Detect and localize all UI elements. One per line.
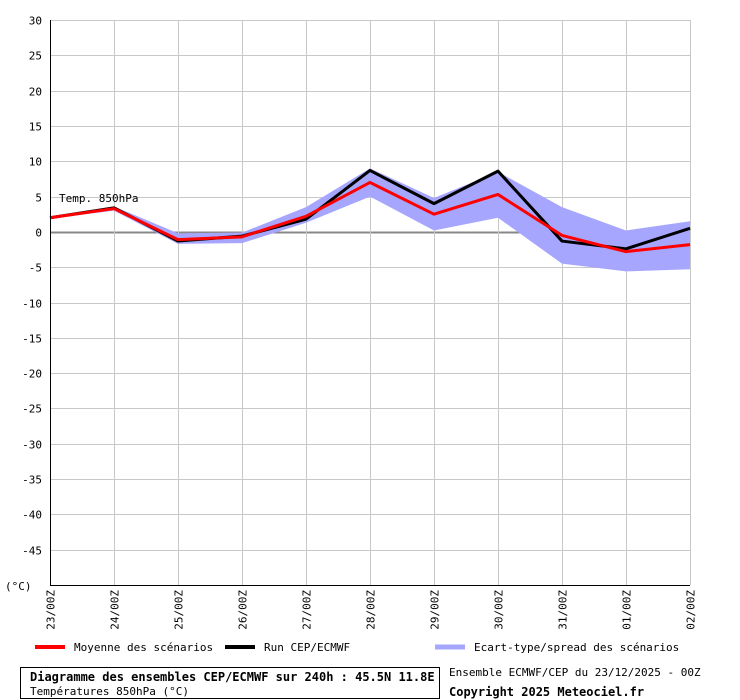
- x-tick-label: 27/00Z: [301, 590, 314, 630]
- spread-band: [50, 168, 690, 272]
- diagram-subtitle: Températures 850hPa (°C): [30, 685, 189, 698]
- x-tick-label: 26/00Z: [237, 590, 250, 630]
- x-tick-label: 24/00Z: [109, 590, 122, 630]
- y-tick-label: 0: [35, 227, 42, 240]
- y-tick-label: -5: [29, 262, 42, 275]
- y-tick-label: -30: [22, 439, 42, 452]
- legend-spread-label: Ecart-type/spread des scénarios: [474, 641, 679, 654]
- y-tick-label: 30: [29, 15, 42, 28]
- y-tick-label: 20: [29, 86, 42, 99]
- temp-annotation: Temp. 850hPa: [59, 192, 138, 205]
- x-axis: 23/00Z 24/00Z 25/00Z 26/00Z 27/00Z 28/00Z 29/0…: [45, 585, 698, 630]
- y-tick-label: -40: [22, 509, 42, 522]
- x-tick-label: 31/00Z: [557, 590, 570, 630]
- y-unit-label: (°C): [5, 580, 32, 593]
- diagram-title: Diagramme des ensembles CEP/ECMWF sur 24…: [30, 670, 435, 684]
- x-tick-label: 25/00Z: [173, 590, 186, 630]
- y-tick-label: -15: [22, 333, 42, 346]
- y-tick-label: -25: [22, 403, 42, 416]
- y-tick-label: 15: [29, 121, 42, 134]
- legend: Moyenne des scénarios Run CEP/ECMWF Ecar…: [35, 641, 679, 654]
- spread-band-layer: [50, 168, 690, 272]
- copyright-label: Copyright 2025 Meteociel.fr: [449, 685, 644, 699]
- x-tick-label: 01/00Z: [621, 590, 634, 630]
- y-tick-label: 10: [29, 156, 42, 169]
- x-tick-label: 23/00Z: [45, 590, 58, 630]
- grid: [50, 20, 691, 585]
- y-tick-label: -45: [22, 545, 42, 558]
- y-axis: 30 25 20 15 10 5 0 -5 -10 -15 -20 -25 -30 -35 -40 -45: [22, 15, 51, 585]
- legend-run-label: Run CEP/ECMWF: [264, 641, 350, 654]
- y-tick-label: -20: [22, 368, 42, 381]
- info-box: [20, 667, 440, 699]
- x-tick-label: 28/00Z: [365, 590, 378, 630]
- y-tick-label: -35: [22, 474, 42, 487]
- x-tick-label: 02/00Z: [685, 590, 698, 630]
- ensemble-label: Ensemble ECMWF/CEP du 23/12/2025 - 00Z: [449, 666, 701, 679]
- y-tick-label: 25: [29, 50, 42, 63]
- y-tick-label: 5: [35, 192, 42, 205]
- mean-series-line: [49, 180, 691, 254]
- x-tick-label: 29/00Z: [429, 590, 442, 630]
- x-tick-label: 30/00Z: [493, 590, 506, 630]
- legend-mean-label: Moyenne des scénarios: [74, 641, 213, 654]
- y-tick-label: -10: [22, 298, 42, 311]
- series-layer: [49, 168, 691, 254]
